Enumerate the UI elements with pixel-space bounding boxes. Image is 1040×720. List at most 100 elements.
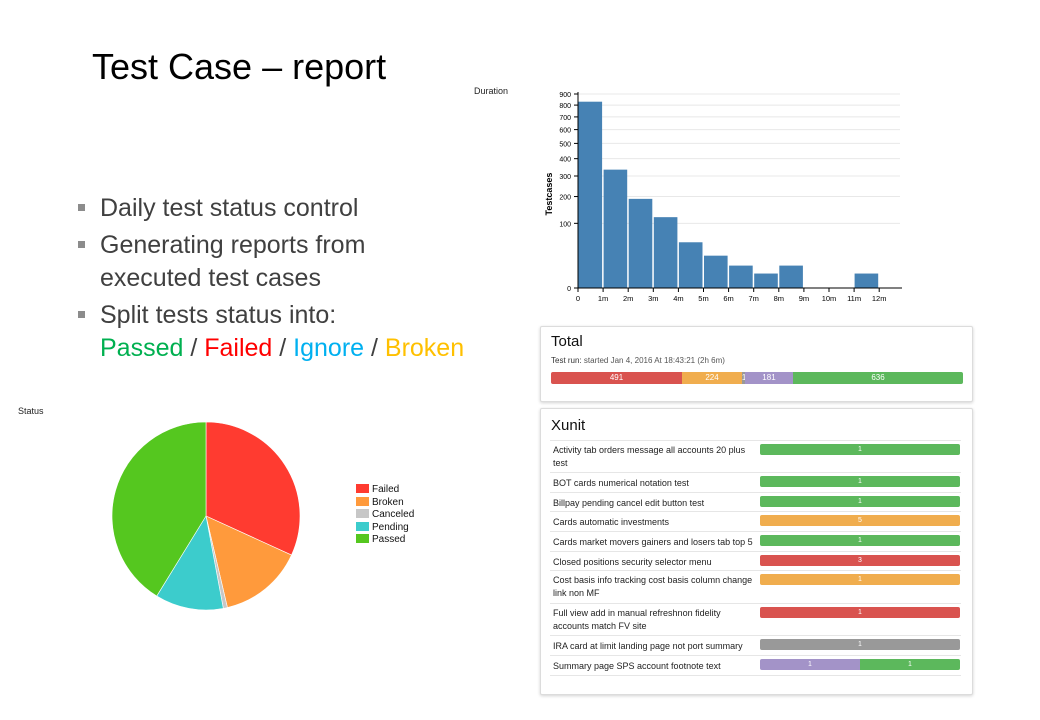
bullet-item: Generating reports from executed test ca…: [78, 229, 400, 295]
legend-label: Canceled: [372, 509, 415, 520]
xunit-bar-segment: 1: [760, 574, 960, 585]
y-tick-label: 500: [559, 141, 571, 148]
xunit-status-bar[interactable]: 1: [760, 574, 960, 585]
test-run-info: Test run: started Jan 4, 2016 At 18:43:2…: [551, 356, 725, 365]
status-passed-text: Passed: [100, 334, 184, 362]
legend-item-broken: Broken: [356, 496, 404, 508]
histogram-bar[interactable]: [779, 265, 803, 288]
histogram-bar[interactable]: [704, 255, 728, 288]
total-bar-segment[interactable]: 636: [793, 372, 963, 384]
xunit-row[interactable]: Summary page SPS account footnote text 1 1: [550, 655, 961, 676]
total-panel: Total Test run: started Jan 4, 2016 At 1…: [540, 326, 973, 402]
y-axis-title: Testcases: [544, 173, 554, 216]
histogram-bar[interactable]: [578, 101, 603, 288]
histogram-bar[interactable]: [653, 217, 678, 288]
xunit-row[interactable]: Cards automatic investments 5: [550, 511, 961, 532]
legend-label: Pending: [372, 521, 409, 533]
total-panel-title: Total: [551, 333, 583, 350]
pie-slice-passed[interactable]: [111, 421, 207, 597]
histogram-bar[interactable]: [628, 198, 653, 288]
xunit-row[interactable]: BOT cards numerical notation test 1: [550, 472, 961, 493]
total-bar-segment[interactable]: 491: [551, 372, 683, 384]
xunit-status-bar[interactable]: 1: [760, 444, 960, 455]
bullet-text: Daily test status control: [100, 194, 359, 222]
bullet-text: Split tests status into:: [100, 301, 337, 329]
xunit-row[interactable]: Closed positions security selector menu 3: [550, 551, 961, 571]
y-tick-label: 200: [559, 195, 571, 202]
xunit-status-bar[interactable]: 1: [760, 535, 960, 546]
bullet-text: Generating reports from executed test ca…: [100, 231, 366, 292]
histogram-bar[interactable]: [854, 273, 879, 288]
xunit-test-name: IRA card at limit landing page not port …: [553, 641, 743, 651]
xunit-test-name: Closed positions security selector menu: [553, 557, 712, 567]
pie-slice-broken[interactable]: [205, 515, 292, 608]
y-tick-label: 100: [559, 221, 571, 228]
status-chart-label: Status: [18, 406, 44, 416]
xunit-row[interactable]: Cards market movers gainers and losers t…: [550, 531, 961, 552]
xunit-status-bar[interactable]: 3: [760, 555, 960, 566]
y-tick-label: 400: [559, 157, 571, 164]
status-ignore-text: Ignore: [293, 334, 365, 362]
xunit-status-bar[interactable]: 1: [760, 607, 960, 618]
status-separator: /: [272, 334, 294, 362]
xunit-status-bar[interactable]: 1: [760, 496, 960, 507]
xunit-test-name: Cards automatic investments: [553, 517, 670, 527]
xunit-row[interactable]: Billpay pending cancel edit button test 1: [550, 492, 961, 512]
x-tick-label: 10m: [822, 294, 837, 303]
xunit-test-name: Cards market movers gainers and losers t…: [553, 537, 753, 547]
xunit-row[interactable]: Activity tab orders message all accounts…: [550, 440, 961, 473]
xunit-test-name: Cost basis info tracking cost basis colu…: [553, 575, 753, 598]
bullet-list: Daily test status control Generating rep…: [78, 192, 518, 365]
y-tick-label: 700: [559, 115, 571, 122]
status-broken-text: Broken: [384, 334, 465, 362]
x-tick-label: 12m: [872, 294, 887, 303]
legend-swatch: [356, 521, 369, 531]
x-tick-label: 11m: [847, 294, 861, 303]
y-tick-label: 300: [559, 174, 571, 181]
x-tick-label: 0: [576, 294, 580, 303]
histogram-bar[interactable]: [603, 169, 628, 288]
xunit-bar-segment: 1: [860, 659, 960, 670]
histogram-bar[interactable]: [754, 273, 778, 288]
bullet-square-icon: [78, 311, 85, 318]
xunit-bar-segment: 3: [760, 555, 960, 566]
legend-item-failed: Failed: [356, 484, 399, 495]
x-tick-label: 4m: [673, 294, 683, 303]
status-failed-text: Failed: [204, 334, 273, 362]
legend-item-pending: Pending: [356, 521, 409, 533]
status-legend: Failed Broken Canceled Pending Passed: [356, 484, 446, 554]
xunit-bar-segment: 1: [760, 444, 960, 455]
xunit-row[interactable]: Cost basis info tracking cost basis colu…: [550, 570, 961, 604]
legend-swatch: [356, 509, 369, 518]
xunit-status-bar[interactable]: 1: [760, 476, 960, 487]
total-bar-segment[interactable]: 224: [682, 372, 742, 384]
pie-slice-failed[interactable]: [205, 421, 301, 556]
x-tick-label: 1m: [598, 294, 608, 303]
histogram-bar[interactable]: [729, 265, 753, 288]
xunit-bar-segment: 1: [760, 639, 960, 650]
xunit-test-name: Full view add in manual refreshnon fidel…: [553, 608, 721, 631]
xunit-bar-segment: 1: [760, 535, 960, 546]
legend-label: Broken: [372, 496, 404, 508]
xunit-row[interactable]: IRA card at limit landing page not port …: [550, 635, 961, 656]
histogram-bar[interactable]: [678, 242, 703, 288]
legend-item-canceled: Canceled: [356, 509, 414, 520]
legend-swatch: [356, 496, 369, 506]
legend-item-passed: Passed: [356, 534, 405, 545]
xunit-bar-segment: 1: [760, 476, 960, 487]
xunit-bar-segment: 1: [760, 607, 960, 618]
xunit-row[interactable]: Full view add in manual refreshnon fidel…: [550, 603, 961, 636]
total-bar-segment[interactable]: 181: [744, 372, 794, 384]
xunit-test-name: Billpay pending cancel edit button test: [553, 498, 705, 508]
xunit-status-bar[interactable]: 5: [760, 515, 960, 526]
total-bar-segment[interactable]: 11: [741, 372, 745, 384]
pie-slice-pending[interactable]: [156, 515, 224, 611]
xunit-bar-segment: 1: [760, 496, 960, 507]
status-pie-chart: [111, 421, 301, 611]
xunit-panel: Xunit Activity tab orders message all ac…: [540, 408, 973, 695]
total-status-bar[interactable]: 49122411181636: [551, 372, 963, 384]
slide-title: Test Case – report: [92, 46, 387, 87]
bullet-square-icon: [78, 204, 85, 211]
xunit-status-bar[interactable]: 1: [760, 639, 960, 650]
